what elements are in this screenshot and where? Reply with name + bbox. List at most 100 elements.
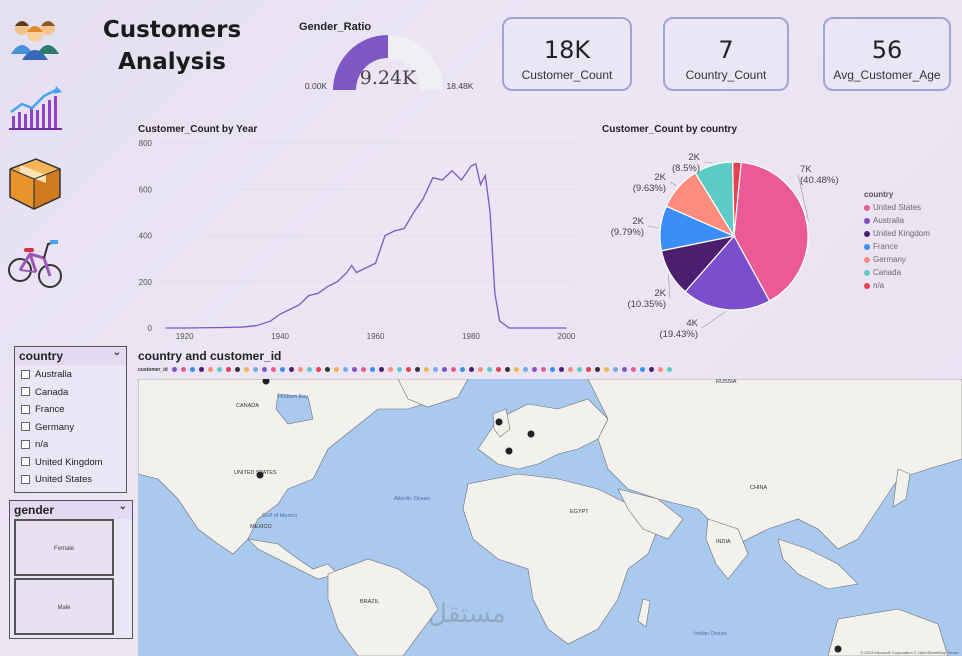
checkbox[interactable] <box>21 387 30 397</box>
growth-chart-icon[interactable] <box>6 86 64 144</box>
map-legend-swatch <box>568 367 574 373</box>
checkbox[interactable] <box>21 474 30 484</box>
gender-slicer[interactable]: gender ⌄ Female Male <box>9 500 133 639</box>
pie-legend-item[interactable]: n/a <box>864 279 930 292</box>
country-option-label: United Kingdom <box>35 456 103 468</box>
line-chart-title: Customer_Count by Year <box>138 124 258 135</box>
pie-legend-item[interactable]: Canada <box>864 266 930 279</box>
customer-count-by-year-chart[interactable]: 0 200 400 600 800 1920 1940 1960 1980 2000 <box>128 136 578 344</box>
pie-legend-item[interactable]: Australia <box>864 214 930 227</box>
map-legend-swatch <box>496 367 502 373</box>
map-legend-swatch <box>172 367 178 373</box>
gauge-title: Gender_Ratio <box>299 17 371 35</box>
country-option[interactable]: Canada <box>15 384 126 402</box>
map-legend-swatch <box>559 367 565 373</box>
pie-chart-title: Customer_Count by country <box>602 124 738 135</box>
chevron-down-icon[interactable]: ⌄ <box>112 347 121 358</box>
map-legend-swatch <box>487 367 493 373</box>
checkbox[interactable] <box>21 404 30 414</box>
map-legend-swatch <box>514 367 520 373</box>
pie-data-label-pct: (10.35%) <box>627 299 666 310</box>
map-legend-swatch <box>406 367 412 373</box>
gauge-min: 0.00K <box>305 81 328 91</box>
x-tick-label: 1960 <box>367 332 385 341</box>
map-legend-dots <box>169 367 673 373</box>
checkbox[interactable] <box>21 369 30 379</box>
pie-leader-line <box>701 311 726 329</box>
package-box-icon[interactable] <box>6 153 64 211</box>
map-legend-swatch <box>208 367 214 373</box>
map-legend-swatch <box>505 367 511 373</box>
map-legend-swatch <box>424 367 430 373</box>
country-option-label: Canada <box>35 386 69 398</box>
pie-data-label-value: 4K <box>686 318 698 329</box>
country-slicer-header[interactable]: country ⌄ <box>15 347 126 365</box>
pie-slice[interactable] <box>733 161 809 302</box>
map-legend-swatch <box>388 367 394 373</box>
pie-leader-line <box>667 274 671 299</box>
map-legend-swatch <box>631 367 637 373</box>
kpi-avg-customer-age[interactable]: 56 Avg_Customer_Age <box>823 17 951 91</box>
pie-slice[interactable] <box>732 161 742 237</box>
kpi-country-count[interactable]: 7 Country_Count <box>663 17 789 91</box>
gender-slicer-header[interactable]: gender ⌄ <box>10 501 132 519</box>
pie-legend-item[interactable]: France <box>864 240 930 253</box>
country-slicer[interactable]: country ⌄ Australia Canada France Germany n/… <box>14 346 127 493</box>
country-option-label: Australia <box>35 369 72 380</box>
world-map[interactable]: CANADA UNITED STATES RUSSIA CHINA BRAZIL… <box>138 379 962 656</box>
gauge-value: 9.24K <box>360 67 417 89</box>
gauge-max: 18.48K <box>447 81 474 91</box>
pie-leader-line <box>647 225 659 229</box>
pie-legend-label: United States <box>873 203 922 212</box>
map-label-atlantic-ocean: Atlantic Ocean <box>394 496 430 502</box>
country-option-label: n/a <box>35 439 49 450</box>
map-legend-swatch <box>244 367 250 373</box>
pie-data-label-pct: (19.43%) <box>659 329 698 340</box>
country-option[interactable]: Germany <box>15 419 126 437</box>
pie-legend-label: n/a <box>873 281 885 290</box>
country-option[interactable]: United Kingdom <box>15 454 126 472</box>
kpi-label: Customer_Count <box>521 68 613 82</box>
map-legend-swatch <box>343 367 349 373</box>
country-option-label: United States <box>35 474 93 485</box>
gender-tile-male[interactable]: Male <box>14 578 114 635</box>
map-legend-swatch <box>316 367 322 373</box>
map-legend-title: customer_id <box>138 367 168 373</box>
pie-legend-item[interactable]: United Kingdom <box>864 227 930 240</box>
world-map-svg <box>138 379 962 656</box>
country-option-label: France <box>35 404 65 415</box>
map-legend-swatch <box>604 367 610 373</box>
map-legend-swatch <box>181 367 187 373</box>
legend-dot <box>864 230 870 237</box>
kpi-value: 7 <box>718 36 734 64</box>
country-option[interactable]: United States <box>15 471 126 489</box>
checkbox[interactable] <box>21 422 30 432</box>
x-tick-label: 1980 <box>462 332 480 341</box>
map-label-china: CHINA <box>750 485 768 491</box>
country-option[interactable]: n/a <box>15 436 126 454</box>
country-option[interactable]: Australia <box>15 366 126 384</box>
checkbox[interactable] <box>21 439 30 449</box>
gender-tile-female[interactable]: Female <box>14 519 114 576</box>
customer-count-by-country-pie[interactable]: 7K(40.48%)4K(19.43%)2K(10.35%)2K(9.79%)2… <box>600 140 862 340</box>
checkbox[interactable] <box>21 457 30 467</box>
map-legend-swatch <box>199 367 205 373</box>
chevron-down-icon[interactable]: ⌄ <box>118 501 127 512</box>
map-label-hudson-bay: Hudson Bay <box>278 394 308 400</box>
gender-ratio-gauge[interactable]: 9.24K 0.00K 18.48K <box>300 30 478 94</box>
pie-slice[interactable] <box>684 234 771 311</box>
y-tick-label: 400 <box>139 232 153 241</box>
map-legend-swatch <box>307 367 313 373</box>
pie-legend-title: country <box>864 190 894 199</box>
customers-group-icon[interactable] <box>6 12 64 70</box>
map-legend-swatch <box>253 367 259 373</box>
pie-data-label-value: 2K <box>654 172 666 183</box>
pie-legend-item[interactable]: United States <box>864 201 930 214</box>
pie-leader-line <box>669 181 677 187</box>
map-legend-swatch <box>640 367 646 373</box>
kpi-customer-count[interactable]: 18K Customer_Count <box>502 17 632 91</box>
pie-legend-item[interactable]: Germany <box>864 253 930 266</box>
bicycle-icon[interactable] <box>6 232 64 290</box>
map-legend-swatch <box>460 367 466 373</box>
country-option[interactable]: France <box>15 401 126 419</box>
